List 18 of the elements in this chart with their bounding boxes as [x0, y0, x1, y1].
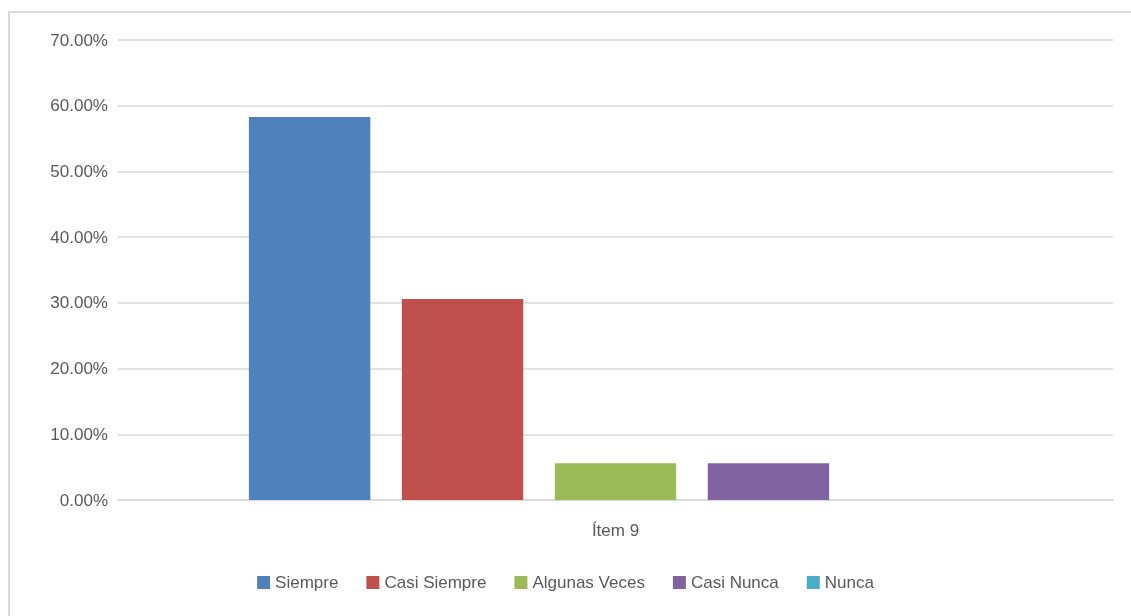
y-tick-label: 20.00% [50, 359, 108, 379]
legend-label: Siempre [275, 573, 339, 592]
bar [248, 116, 371, 500]
legend-label: Casi Siempre [384, 573, 487, 592]
y-tick-label: 40.00% [50, 227, 108, 247]
bar [554, 463, 677, 500]
legend-label: Algunas Veces [532, 573, 645, 592]
y-tick-label: 10.00% [50, 424, 108, 444]
y-tick-label: 50.00% [50, 161, 108, 181]
y-tick-label: 70.00% [50, 30, 108, 50]
legend-label: Casi Nunca [690, 573, 780, 592]
y-tick-label: 0.00% [59, 490, 108, 510]
y-tick-label: 30.00% [50, 293, 108, 313]
y-tick-label: 60.00% [50, 96, 108, 116]
bar [401, 298, 524, 500]
x-tick-label: Ítem 9 [591, 521, 640, 540]
legend-label: Nunca [824, 573, 875, 592]
bar [707, 463, 830, 500]
